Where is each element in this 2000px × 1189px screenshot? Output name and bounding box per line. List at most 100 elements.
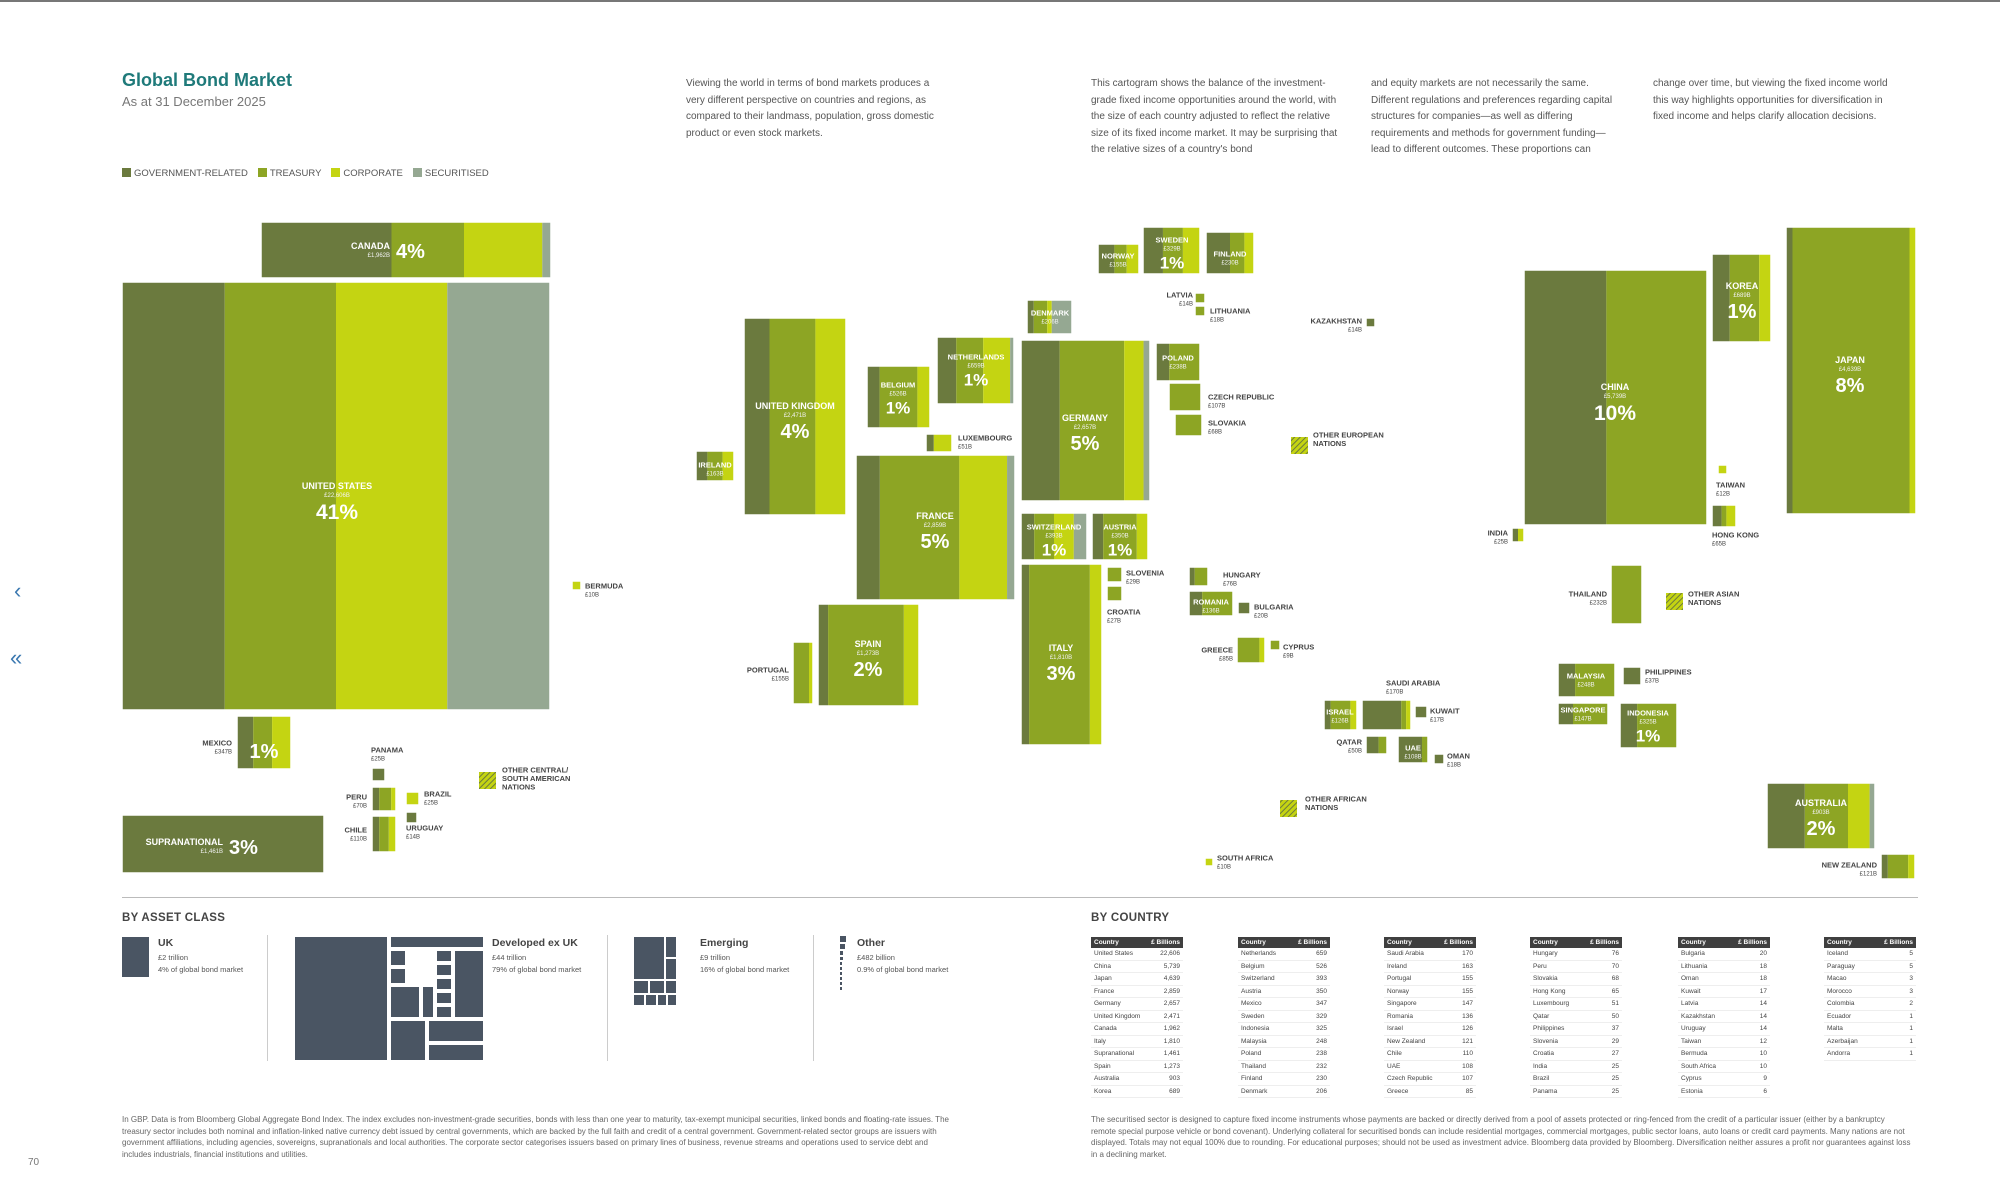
row-value: 4,639 [1163, 975, 1180, 982]
segment-treasury [1169, 383, 1201, 411]
row-country: Poland [1241, 1050, 1262, 1057]
country-outline [817, 603, 920, 707]
country-name-label: FINLAND [1214, 250, 1247, 259]
country-outline [1188, 590, 1234, 617]
segment-treasury [1029, 564, 1090, 745]
segment-corporate [1244, 232, 1254, 274]
country-outline [1194, 292, 1206, 304]
segment-government-related [937, 337, 957, 404]
country-name-label: AUSTRALIA [1795, 798, 1847, 808]
row-country: Iceland [1827, 950, 1848, 957]
table-row: Andorra 1 [1824, 1048, 1916, 1061]
row-country: Romania [1387, 1012, 1414, 1020]
country-malaysia: MALAYSIA £248B [1557, 662, 1616, 698]
table-row: Philippines 37 [1530, 1023, 1622, 1036]
table-row: Australia 903 [1091, 1073, 1183, 1086]
row-country: Macao [1827, 975, 1847, 982]
asset-divider [813, 935, 814, 1061]
legend-swatch [331, 168, 341, 177]
legend-label: CORPORATE [343, 168, 403, 179]
row-value: 1,810 [1163, 1037, 1180, 1045]
country-name-label: LUXEMBOURG [958, 434, 1012, 443]
row-value: 238 [1316, 1050, 1327, 1057]
country-outline [1026, 299, 1073, 335]
country-outline [1236, 636, 1266, 664]
country-name-label: CHILE [345, 826, 368, 835]
country-outline [1155, 342, 1201, 382]
legend-item-government-related: GOVERNMENT-RELATED [122, 168, 248, 179]
country-share-label: 4% [781, 421, 810, 443]
country-outline [371, 786, 397, 812]
segment-government-related [1324, 700, 1331, 730]
row-value: 2 [1909, 1000, 1913, 1007]
row-value: 689 [1169, 1087, 1180, 1095]
header-country: Country [1094, 939, 1119, 946]
segment-treasury [1573, 703, 1608, 725]
row-country: Kuwait [1681, 987, 1701, 995]
country-philippines: PHILIPPINES £37B [1622, 666, 1692, 686]
country-saudi-arabia: SAUDI ARABIA £170B [1361, 679, 1441, 731]
table-row: Panama 25 [1530, 1086, 1622, 1098]
previous-page-arrow[interactable]: ‹ [14, 578, 22, 603]
country-name-label: JAPAN [1835, 355, 1865, 365]
row-country: Malaysia [1241, 1037, 1267, 1045]
table-row: Kuwait 17 [1678, 986, 1770, 998]
intro-paragraph-1: Viewing the world in terms of bond marke… [686, 78, 934, 139]
segment-treasury [379, 787, 392, 811]
country-outline [1511, 527, 1525, 543]
country-name-label: GERMANY [1062, 413, 1108, 423]
country-value-label: £329B [1163, 247, 1180, 253]
developed-block [437, 979, 451, 989]
row-value: 1,962 [1163, 1025, 1180, 1032]
country-taiwan: TAIWAN £12B [1716, 464, 1745, 498]
segment-treasury [1194, 567, 1208, 586]
row-value: 18 [1759, 975, 1767, 982]
country-luxembourg: LUXEMBOURG £51B [925, 433, 1012, 453]
country-value-label: £526B [889, 392, 906, 398]
country-name-label: PANAMA [371, 746, 404, 755]
segment-government-related [372, 816, 380, 852]
table-row: Romania 136 [1384, 1011, 1476, 1023]
country-outline [1880, 853, 1916, 880]
table-row: Thailand 232 [1238, 1061, 1330, 1073]
first-page-arrow[interactable]: « [10, 645, 23, 670]
segment-corporate [1205, 858, 1213, 866]
segment-treasury [224, 282, 336, 710]
developed-block [437, 993, 451, 1003]
country-slovenia: SLOVENIA £29B [1106, 566, 1165, 586]
header-value: £ Billions [1884, 939, 1913, 946]
row-country: Colombia [1827, 1000, 1855, 1007]
country-germany: GERMANY £2,657B 5% [1020, 339, 1151, 502]
country-name-label: KUWAIT [1430, 707, 1460, 716]
row-value: 27 [1611, 1050, 1619, 1057]
segment-treasury [1606, 270, 1707, 525]
country-value-label: £17B [1430, 718, 1444, 724]
country-value-label: £1,461B [201, 849, 223, 855]
table-header: Country £ Billions [1384, 937, 1476, 948]
row-value: 3 [1909, 975, 1913, 982]
country-united-kingdom: UNITED KINGDOM £2,471B 4% [743, 317, 847, 516]
country-canada: CANADA £1,962B 4% [260, 221, 552, 279]
row-country: Finland [1241, 1075, 1263, 1082]
country-value-label: £51B [958, 445, 972, 451]
row-country: Slovakia [1533, 975, 1558, 982]
segment-government-related [696, 451, 708, 481]
emerging-block [650, 981, 664, 993]
country-name-label: NORWAY [1102, 252, 1135, 261]
country-name-label: ROMANIA [1193, 598, 1229, 607]
table-row: Sweden 329 [1238, 1011, 1330, 1023]
emerging-graphic [634, 937, 676, 1005]
segment-treasury [1033, 300, 1048, 334]
row-value: 1 [1909, 1050, 1913, 1057]
asset-class-developed-name: Developed ex UK [492, 937, 578, 949]
country-outline [1361, 699, 1412, 731]
header-value: £ Billions [1444, 939, 1473, 946]
country-value-label: £108B [1404, 755, 1421, 761]
asset-class-developed-line1: £44 trillion [492, 953, 527, 962]
table-row: Czech Republic 107 [1384, 1073, 1476, 1086]
country-value-label: £238B [1169, 365, 1186, 371]
country-bulgaria: BULGARIA £20B [1237, 601, 1294, 620]
developed-block [391, 987, 419, 1017]
